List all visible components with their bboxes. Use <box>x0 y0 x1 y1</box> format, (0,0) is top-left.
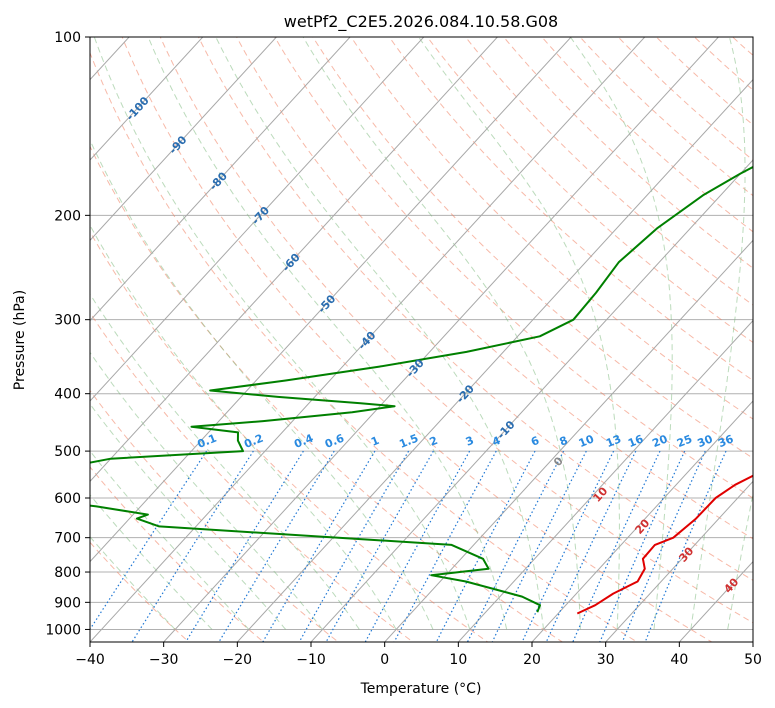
mixing-ratio-line <box>185 450 304 642</box>
x-tick-label: −40 <box>75 652 105 668</box>
profile-lines <box>90 165 753 615</box>
plot-area: -100-90-80-70-60-50-40-30-20-100.1 0.2 0.4… <box>90 37 753 642</box>
mixing-ratio-line <box>393 450 497 642</box>
chart-title: wetPf2_C2E5.2026.084.10.58.G08 <box>284 12 558 32</box>
mixing-ratio-line <box>298 450 410 642</box>
dry-adiabat <box>121 37 713 642</box>
mixing-ratio-label: 13 <box>604 432 623 450</box>
moist-adiabat <box>418 37 620 630</box>
dry-adiabat <box>236 37 753 540</box>
y-axis-ticks: 100 200 300 400 500 600 700 800 900 1000 <box>45 30 90 638</box>
y-tick-label: 700 <box>54 531 81 547</box>
isotherm <box>90 37 499 483</box>
plot-frame <box>89 36 754 643</box>
mixing-ratio-line <box>491 450 587 642</box>
dry-adiabat <box>90 51 639 642</box>
x-tick-label: 20 <box>523 652 541 668</box>
dry-adiabat <box>388 37 753 381</box>
mixing-ratio-line <box>262 450 376 642</box>
mixing-ratio-line <box>435 450 536 642</box>
dry-adiabat <box>90 466 265 642</box>
moist-adiabat <box>90 450 250 630</box>
moist-adiabat <box>147 37 508 630</box>
mixing-ratio-label: 8 <box>558 434 570 449</box>
x-axis-ticks: −40 −30 −20 −10 0 10 20 30 40 50 <box>75 642 762 668</box>
y-tick-label: 1000 <box>45 622 81 638</box>
isotherm <box>604 480 753 642</box>
moist-adiabat <box>569 37 673 630</box>
y-tick-label: 900 <box>54 595 81 611</box>
y-tick-label: 600 <box>54 491 81 507</box>
isotherms <box>90 37 753 642</box>
x-tick-label: −30 <box>149 652 179 668</box>
x-tick-label: 10 <box>449 652 467 668</box>
isotherm <box>236 78 753 642</box>
isotherm <box>90 37 278 242</box>
moist-adiabat <box>90 494 213 630</box>
mixing-ratio-label: 16 <box>626 432 645 450</box>
y-tick-label: 100 <box>54 30 81 46</box>
isotherm <box>162 37 720 642</box>
isotherm <box>310 159 753 642</box>
dry-adiabat <box>90 389 340 642</box>
moist-adiabat <box>90 535 176 630</box>
temperature-line <box>576 474 753 615</box>
isotherm <box>90 37 572 563</box>
dry-adiabat <box>274 37 753 499</box>
dry-adiabat <box>541 37 753 233</box>
mixing-ratio-label: 1 <box>369 434 381 449</box>
y-axis-label: Pressure (hPa) <box>12 290 28 390</box>
moist-adiabat <box>90 139 434 630</box>
pressure-gridlines <box>90 37 753 630</box>
moist-adiabat <box>302 37 581 630</box>
isotherm <box>531 400 753 642</box>
moist-adiabat <box>215 37 544 630</box>
isotherm <box>457 319 753 642</box>
mixing-ratio-label: 10 <box>577 432 596 450</box>
y-tick-label: 800 <box>54 565 81 581</box>
y-tick-label: 400 <box>54 387 81 403</box>
dewpoint-line <box>90 165 753 613</box>
mixing-ratio-line <box>218 450 335 642</box>
dry-adiabat <box>90 311 414 642</box>
mixing-ratio-line <box>599 450 686 642</box>
mixing-ratio-label: 30 <box>696 432 715 450</box>
mixing-ratio-label: 36 <box>716 432 735 450</box>
moist-adiabat <box>727 491 753 630</box>
mixing-ratio-label: 25 <box>675 432 694 450</box>
mixing-ratio-label: 2 <box>428 434 440 449</box>
x-tick-label: −10 <box>296 652 326 668</box>
x-axis-label: Temperature (°C) <box>360 681 482 697</box>
mixing-ratio-line <box>364 450 471 642</box>
mixing-ratio-line <box>644 450 727 642</box>
isotherm <box>90 37 351 322</box>
y-tick-label: 300 <box>54 313 81 329</box>
moist-adiabats <box>90 37 753 630</box>
x-tick-label: 0 <box>380 652 389 668</box>
mixing-ratio-line <box>90 450 208 631</box>
mixing-ratio-lines <box>90 450 727 642</box>
isotherm <box>90 37 425 402</box>
x-tick-label: −20 <box>223 652 253 668</box>
dry-adiabat <box>312 37 753 459</box>
x-tick-label: 50 <box>744 652 762 668</box>
mixing-ratio-line <box>466 450 565 642</box>
moist-adiabat <box>690 37 746 630</box>
moist-adiabat <box>90 351 323 630</box>
mixing-ratio-line <box>572 450 661 642</box>
isotherm <box>90 37 646 642</box>
mixing-ratio-label: 20 <box>650 432 669 450</box>
y-tick-label: 200 <box>54 208 81 224</box>
mixing-ratio-label: 3 <box>464 434 476 449</box>
x-tick-label: 30 <box>597 652 615 668</box>
moist-adiabat <box>90 293 360 630</box>
y-tick-label: 500 <box>54 444 81 460</box>
isotherm <box>383 239 753 642</box>
mixing-ratio-line <box>325 450 434 642</box>
isotherm <box>90 37 204 161</box>
x-tick-label: 40 <box>670 652 688 668</box>
